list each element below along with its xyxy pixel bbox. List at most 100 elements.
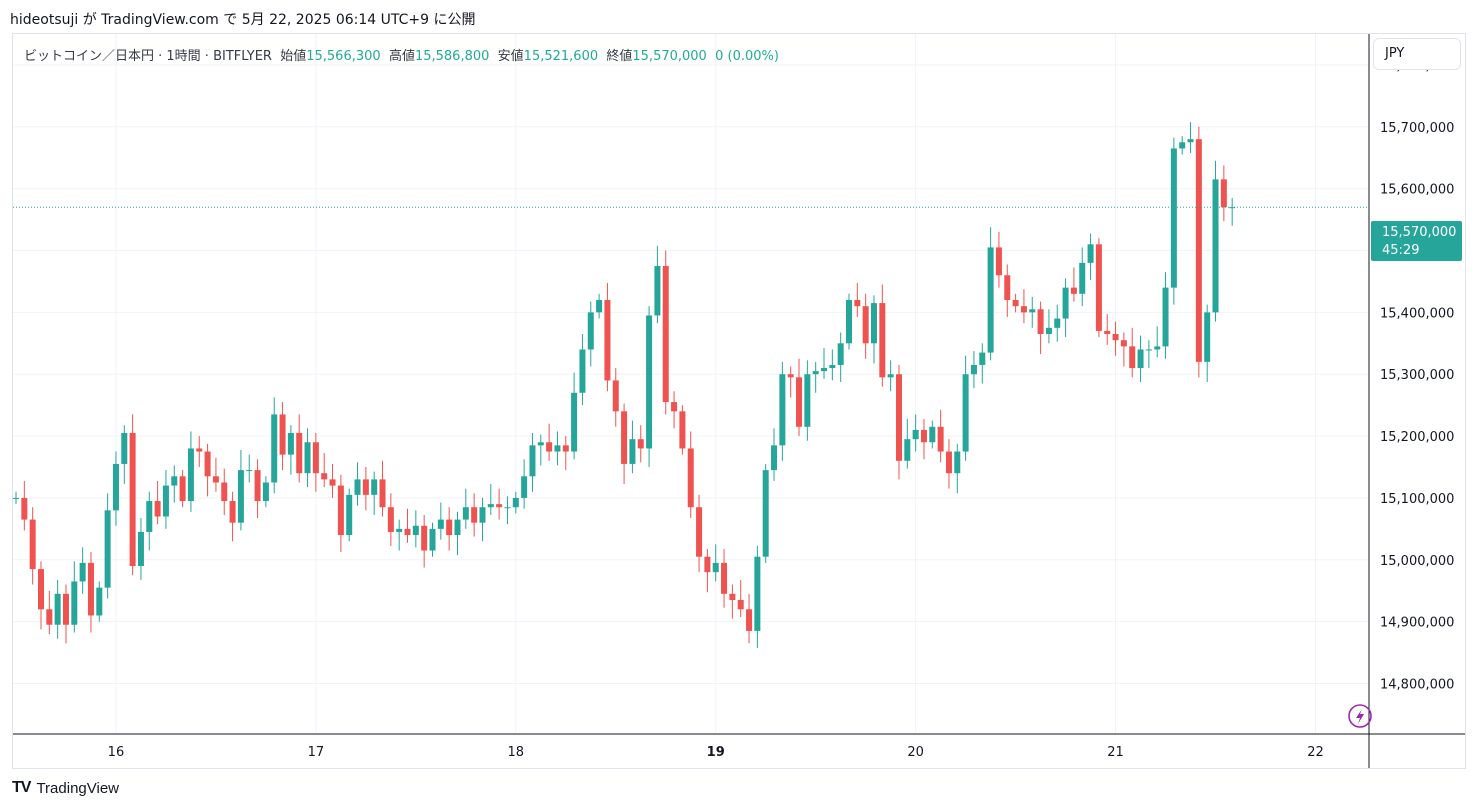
- candle-body: [1112, 334, 1119, 341]
- candle: [1137, 335, 1144, 382]
- candle-body: [862, 306, 869, 344]
- candle: [21, 480, 28, 531]
- candle-body: [979, 352, 986, 365]
- candle-body: [412, 525, 419, 536]
- candle-body: [870, 303, 877, 344]
- candle-body: [54, 593, 61, 625]
- candle-body: [1187, 139, 1194, 143]
- candle: [1170, 137, 1177, 305]
- candle: [162, 470, 169, 529]
- candle: [79, 547, 86, 594]
- candle-body: [387, 507, 394, 532]
- candle: [1162, 272, 1169, 359]
- candle-body: [554, 445, 561, 452]
- candle-body: [221, 482, 228, 502]
- candle-body: [1120, 340, 1127, 347]
- candle-body: [254, 470, 261, 502]
- y-tick-label: 14,800,000: [1380, 678, 1454, 693]
- candle: [62, 584, 69, 644]
- candle-body: [912, 429, 919, 440]
- candle-body: [1137, 349, 1144, 369]
- candle: [779, 361, 786, 461]
- footer-branding[interactable]: TV TradingView: [12, 779, 119, 797]
- chart-frame[interactable]: [12, 33, 1466, 769]
- candle: [604, 282, 611, 392]
- candle: [1095, 238, 1102, 338]
- candle-body: [895, 374, 902, 461]
- candle-body: [621, 411, 628, 464]
- candle: [629, 420, 636, 474]
- candle-body: [1104, 330, 1111, 335]
- price-badge-countdown: 45:29: [1382, 243, 1419, 258]
- lightning-icon[interactable]: [1348, 704, 1372, 728]
- y-tick-label: 14,900,000: [1380, 616, 1454, 631]
- candle-body: [229, 501, 236, 523]
- candle-body: [454, 519, 461, 536]
- candle: [146, 491, 153, 551]
- candle-body: [404, 528, 411, 536]
- candle-body: [162, 485, 169, 517]
- x-tick-label: 19: [707, 745, 725, 760]
- legend-close-label: 終値: [606, 49, 633, 64]
- tradingview-logo-icon: TV: [12, 779, 31, 796]
- candle-body: [529, 445, 536, 477]
- legend-low: 15,521,600: [523, 49, 599, 64]
- candle-body: [546, 442, 553, 452]
- legend-symbol[interactable]: ビットコイン／日本円 · 1時間 · BITFLYER: [24, 49, 272, 64]
- candle-body: [212, 476, 219, 483]
- candle-body: [1037, 309, 1044, 335]
- candle-body: [987, 247, 994, 353]
- candle-body: [129, 432, 136, 566]
- candle: [945, 439, 952, 489]
- candle: [1112, 321, 1119, 356]
- time-axis[interactable]: 16 17 18 19 20 21 22: [13, 733, 1465, 760]
- candle: [937, 409, 944, 463]
- candle-body: [1204, 312, 1211, 362]
- candle-body: [496, 504, 503, 508]
- candle-body: [171, 476, 178, 486]
- candle: [887, 360, 894, 392]
- candle: [246, 454, 253, 483]
- x-tick-label: 18: [508, 745, 525, 760]
- candle: [446, 507, 453, 551]
- candle-body: [571, 392, 578, 452]
- candle: [1187, 122, 1194, 154]
- candle: [837, 332, 844, 382]
- candle: [46, 590, 53, 635]
- candle: [696, 494, 703, 573]
- candle: [296, 414, 303, 483]
- candle: [846, 293, 852, 350]
- x-tick-label: 16: [108, 745, 125, 760]
- candle: [596, 293, 603, 319]
- price-axis[interactable]: 14,800,000 14,900,000 15,000,000 15,100,000…: [1368, 34, 1454, 768]
- candle: [371, 471, 378, 515]
- candle-body: [179, 476, 186, 502]
- price-badge-price: 15,570,000: [1382, 225, 1456, 240]
- candle: [112, 451, 119, 526]
- candle-body: [37, 569, 44, 610]
- candle-body: [1129, 346, 1136, 369]
- candle-body: [71, 581, 78, 625]
- candle-body: [579, 349, 586, 393]
- candle: [1179, 136, 1186, 155]
- candle: [229, 491, 236, 542]
- candle-body: [1079, 262, 1086, 294]
- candle: [479, 497, 486, 542]
- candle: [437, 502, 444, 540]
- candle-body: [487, 504, 494, 508]
- candle: [96, 581, 103, 622]
- candle: [787, 366, 794, 398]
- candle-body: [1229, 207, 1236, 209]
- candle: [771, 428, 778, 481]
- candle: [196, 436, 203, 468]
- candle-body: [312, 442, 319, 474]
- y-tick-label: 15,600,000: [1380, 183, 1454, 198]
- candle-body: [737, 600, 744, 610]
- candle: [179, 470, 186, 508]
- candle-body: [1170, 148, 1177, 288]
- currency-button[interactable]: JPY: [1373, 38, 1461, 70]
- candle-body: [512, 497, 519, 508]
- candle: [337, 474, 344, 553]
- candle-body: [837, 343, 844, 365]
